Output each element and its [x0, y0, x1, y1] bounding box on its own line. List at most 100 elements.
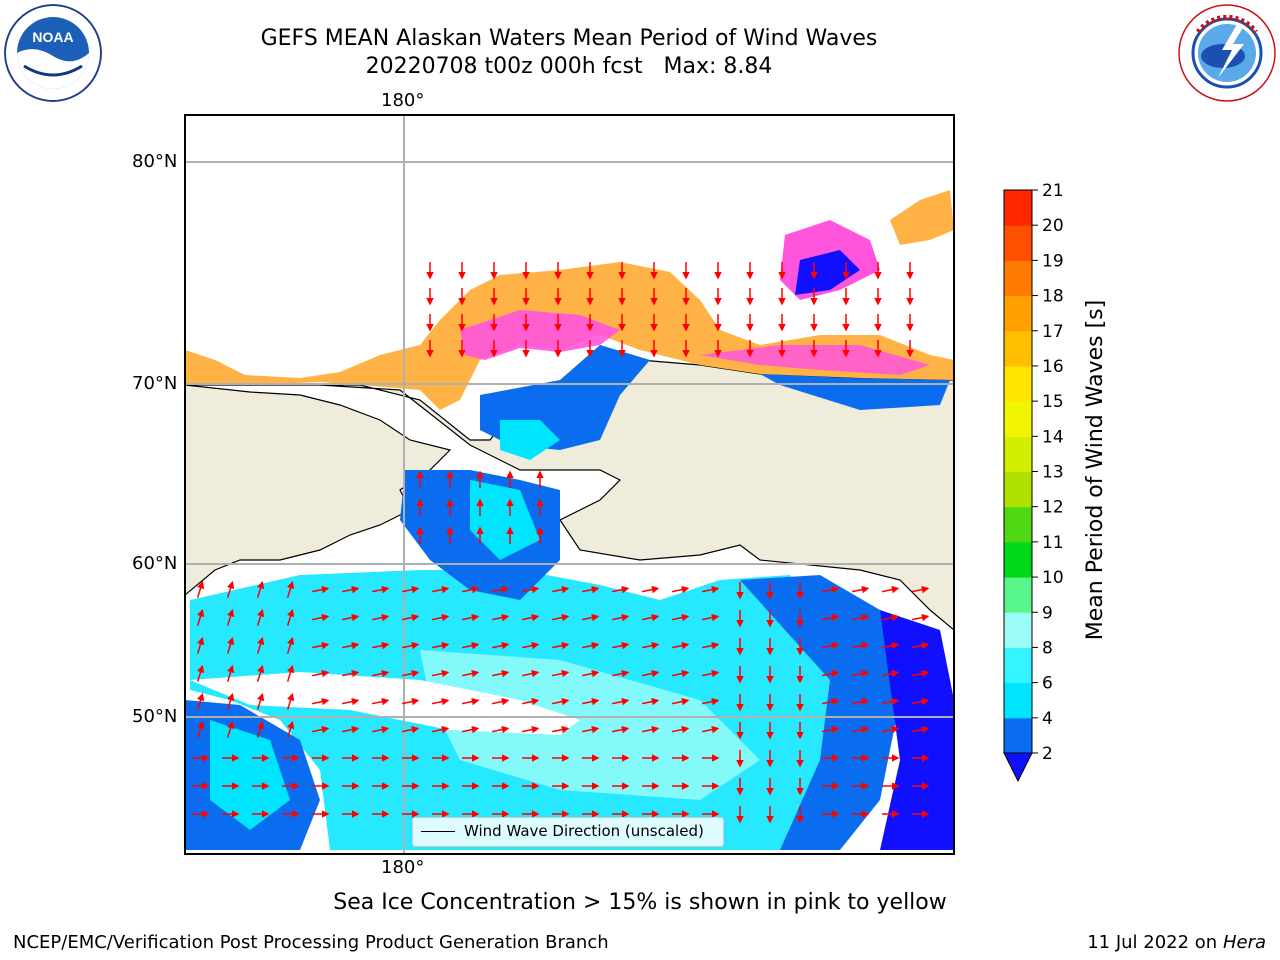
map-frame	[184, 114, 955, 855]
colorbar-tick-label: 4	[1042, 709, 1053, 729]
wind-wave-arrow	[882, 585, 900, 594]
lon-label-bottom: 180°	[381, 857, 425, 878]
lon-label-top: 180°	[381, 90, 425, 111]
wind-wave-arrow	[286, 720, 295, 738]
wind-wave-arrow	[702, 641, 720, 650]
colorbar-segment	[1004, 717, 1032, 754]
wind-wave-arrow	[852, 585, 870, 594]
wind-wave-arrow	[372, 641, 390, 650]
wind-wave-arrow	[552, 641, 570, 650]
legend-line-icon	[421, 831, 455, 832]
wind-wave-arrow	[882, 613, 900, 622]
wind-wave-arrow	[196, 636, 205, 654]
wind-wave-arrow	[402, 725, 420, 734]
colorbar-tick-label: 19	[1042, 251, 1064, 271]
colorbar-tick-label: 13	[1042, 463, 1064, 483]
map-legend: Wind Wave Direction (unscaled)	[412, 817, 724, 847]
wind-wave-arrow	[312, 641, 330, 650]
wind-wave-arrow	[462, 669, 480, 678]
wind-wave-arrow	[402, 641, 420, 650]
wind-wave-arrow	[492, 669, 510, 678]
wind-wave-arrow	[582, 725, 600, 734]
wind-wave-arrow	[642, 613, 660, 622]
wind-wave-arrow	[492, 613, 510, 622]
wind-wave-arrow	[226, 580, 235, 598]
wind-wave-arrow	[882, 725, 900, 734]
wind-wave-arrow	[612, 725, 630, 734]
wind-wave-arrow	[432, 725, 450, 734]
wind-wave-arrow	[256, 692, 265, 710]
sea-ice-area	[185, 350, 240, 385]
wind-wave-arrow	[226, 636, 235, 654]
wind-wave-arrow	[882, 697, 900, 706]
wind-wave-arrow	[286, 692, 295, 710]
wind-wave-arrow	[612, 697, 630, 706]
wind-wave-arrow	[256, 580, 265, 598]
wind-wave-arrow	[672, 697, 690, 706]
wind-wave-arrow	[312, 613, 330, 622]
colorbar-segment	[1004, 260, 1032, 297]
colorbar-segment	[1004, 365, 1032, 402]
colorbar-segment	[1004, 541, 1032, 578]
wind-wave-arrow	[612, 613, 630, 622]
colorbar-segment	[1004, 682, 1032, 719]
wind-wave-arrow	[522, 697, 540, 706]
wind-wave-arrow	[432, 585, 450, 594]
colorbar-tick-label: 8	[1042, 638, 1053, 658]
wind-wave-arrow	[312, 585, 330, 594]
wind-wave-arrow	[372, 669, 390, 678]
wind-wave-arrow	[286, 580, 295, 598]
wind-wave-arrow	[882, 641, 900, 650]
wind-wave-arrow	[852, 725, 870, 734]
wind-wave-arrow	[852, 613, 870, 622]
wind-wave-arrow	[196, 608, 205, 626]
wind-wave-arrow	[582, 669, 600, 678]
wind-wave-arrow	[822, 669, 840, 678]
wind-wave-arrow	[312, 669, 330, 678]
colorbar-tick-label: 9	[1042, 603, 1053, 623]
wind-wave-arrow	[702, 725, 720, 734]
wind-wave-arrow	[582, 697, 600, 706]
wind-wave-arrow	[552, 725, 570, 734]
wind-wave-arrow	[342, 725, 360, 734]
colorbar-tick-label: 15	[1042, 392, 1064, 412]
wave-period-field	[500, 420, 560, 460]
wind-wave-arrow	[582, 641, 600, 650]
wind-wave-arrow	[256, 664, 265, 682]
wind-wave-arrow	[256, 636, 265, 654]
wind-wave-arrow	[432, 697, 450, 706]
wind-wave-arrow	[912, 641, 930, 650]
wind-wave-arrow	[672, 725, 690, 734]
sea-ice-area	[460, 310, 620, 360]
wave-period-field	[420, 650, 760, 800]
colorbar-tick-label: 14	[1042, 427, 1064, 447]
wind-wave-arrow	[552, 613, 570, 622]
wind-wave-arrow	[402, 613, 420, 622]
wind-wave-arrow	[372, 697, 390, 706]
footer-credit: NCEP/EMC/Verification Post Processing Pr…	[13, 932, 609, 953]
wind-wave-arrow	[822, 585, 840, 594]
wind-wave-arrow	[196, 664, 205, 682]
footer-date-text: 11 Jul 2022 on	[1087, 932, 1218, 953]
wind-wave-arrow	[492, 641, 510, 650]
colorbar-segment	[1004, 436, 1032, 472]
wind-wave-arrow	[492, 585, 510, 594]
wind-wave-arrow	[372, 725, 390, 734]
colorbar: 2 4 6 8 9 10 11 12 13 14 15 16 17 18 19 20 21	[1003, 181, 1064, 783]
wind-wave-arrow	[256, 608, 265, 626]
colorbar-tick-label: 21	[1042, 181, 1064, 201]
wind-wave-arrow	[342, 613, 360, 622]
wind-wave-arrow	[852, 697, 870, 706]
legend-label: Wind Wave Direction (unscaled)	[464, 822, 704, 840]
wind-wave-arrow	[402, 697, 420, 706]
wind-wave-arrow	[522, 585, 540, 594]
wind-wave-arrow	[342, 697, 360, 706]
wind-wave-arrow	[822, 697, 840, 706]
wind-wave-arrow	[196, 692, 205, 710]
colorbar-segment	[1004, 190, 1032, 226]
wind-wave-arrow	[552, 697, 570, 706]
sea-ice-caption: Sea Ice Concentration > 15% is shown in …	[333, 890, 947, 915]
wind-wave-arrow	[402, 669, 420, 678]
colorbar-segment	[1004, 295, 1032, 332]
